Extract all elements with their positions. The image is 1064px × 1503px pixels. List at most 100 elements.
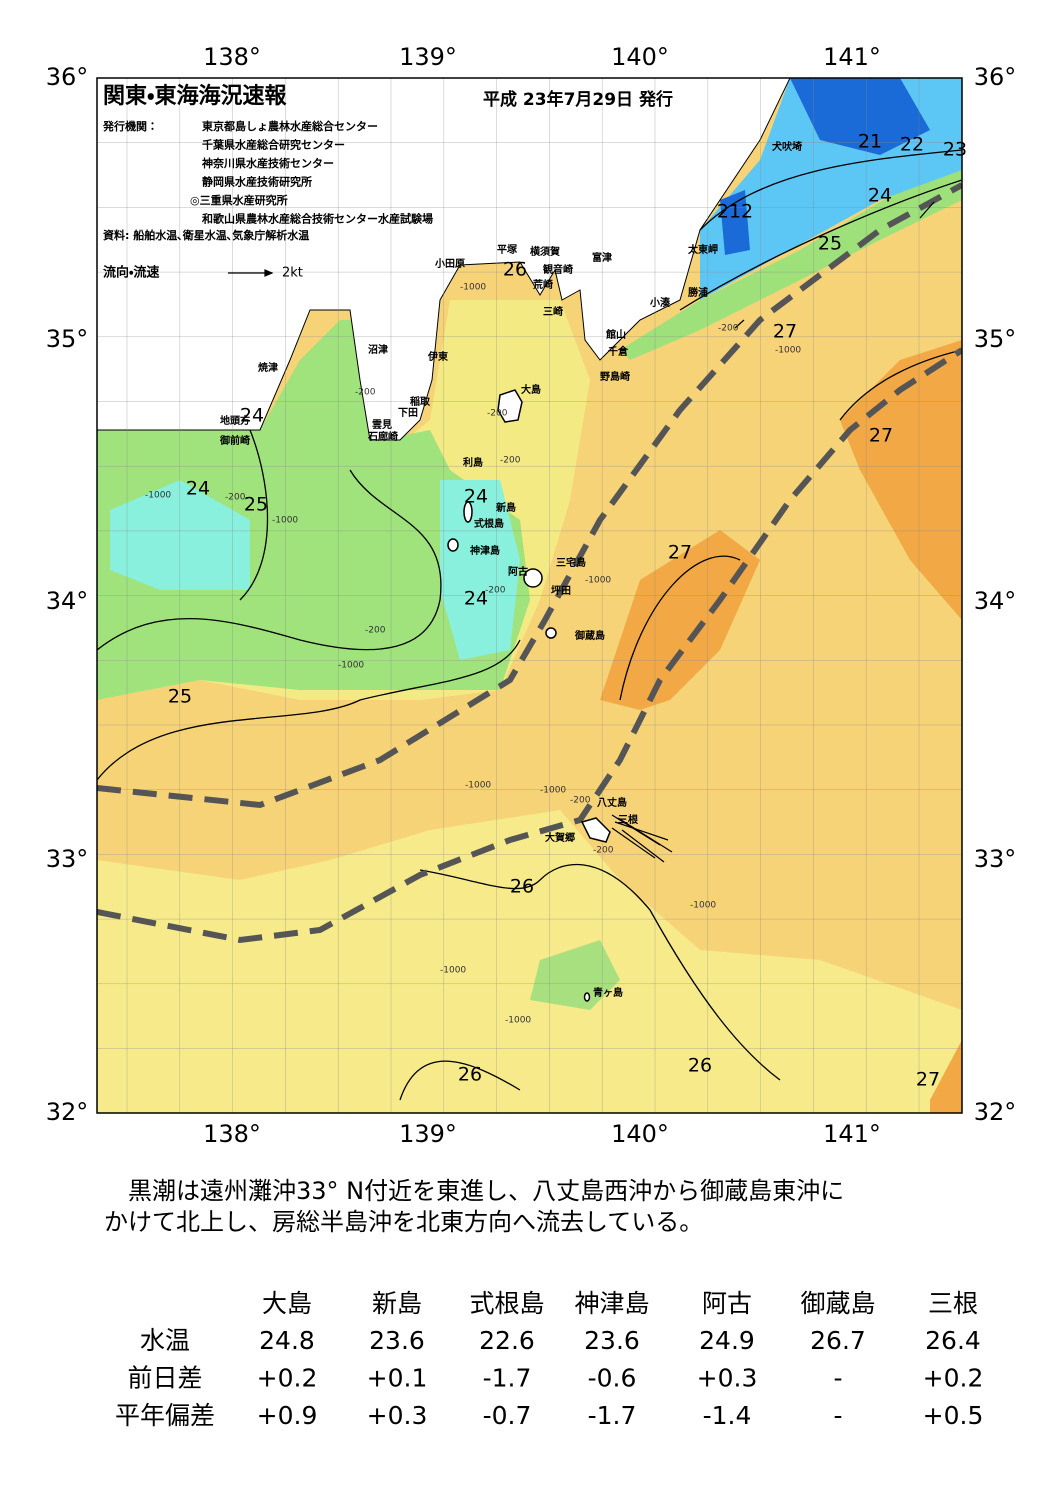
table-header: 大島	[262, 1289, 312, 1318]
contour	[419, 863, 781, 1081]
place-name: 犬吠埼	[772, 140, 802, 153]
table-cell: 22.6	[479, 1326, 535, 1355]
contour-label: 26	[503, 259, 527, 281]
lon-label: 138°	[203, 1120, 261, 1148]
place-name: 野島崎	[600, 370, 630, 383]
lat-label: 36°	[974, 63, 1017, 91]
depth-label: -1000	[690, 901, 716, 911]
lon-label: 139°	[399, 43, 457, 71]
sea-green	[620, 170, 962, 360]
depth-label: -1000	[465, 781, 491, 791]
lat-label: 33°	[46, 845, 89, 873]
publisher: 東京都島しょ農林水産総合センター	[202, 119, 378, 133]
publisher: 神奈川県水産技術センター	[201, 156, 334, 170]
place-name: 御蔵島	[574, 629, 605, 642]
lon-label: 140°	[611, 43, 669, 71]
place-name: 青ヶ島	[593, 986, 623, 999]
place-name: 坪田	[551, 584, 571, 597]
table-cell: 26.7	[810, 1326, 866, 1355]
island	[583, 992, 591, 1002]
contour-label: 25	[168, 686, 192, 708]
depth-label: -1000	[775, 346, 801, 356]
place-name: 三宅島	[556, 556, 586, 569]
lat-label: 34°	[974, 587, 1017, 615]
place-name: 神津島	[469, 544, 500, 557]
sea-cyan	[440, 480, 520, 660]
table-cell: +0.2	[923, 1364, 984, 1393]
depth-label: -1000	[272, 516, 298, 526]
source: 資料: 船舶水温､衛星水温､気象庁解析水温	[103, 228, 309, 242]
contour	[97, 639, 521, 781]
table-cell: -1.4	[703, 1401, 752, 1430]
contour-label: 21	[858, 131, 882, 153]
place-name: 沼津	[368, 343, 388, 356]
depth-label: -200	[485, 586, 506, 596]
sea-orange	[600, 530, 760, 710]
islands	[447, 389, 611, 1002]
island	[463, 501, 473, 523]
place-name: 利島	[463, 456, 483, 469]
lat-label: 35°	[46, 325, 89, 353]
table-cell: +0.1	[367, 1364, 428, 1393]
issue-date: 平成 23年7月29日 発行	[483, 89, 673, 110]
lon-label: 141°	[823, 1120, 881, 1148]
place-name: 稲取	[410, 395, 431, 408]
title: 関東・東海海況速報	[103, 83, 287, 109]
lat-label: 36°	[46, 63, 89, 91]
contour-label: 27	[668, 542, 692, 564]
place-name: 大島	[521, 383, 541, 396]
lon-label: 141°	[823, 43, 881, 71]
table-header: 新島	[372, 1289, 422, 1318]
map-fills	[97, 78, 962, 1113]
depth-label: -1000	[585, 576, 611, 586]
place-name: 館山	[605, 328, 626, 341]
lat-label: 32°	[46, 1098, 89, 1126]
place-name: 富津	[592, 251, 612, 264]
place-name: 雲見	[372, 419, 392, 431]
table-cell: +0.3	[697, 1364, 758, 1393]
place-name: 伊東	[427, 350, 448, 363]
table-cell: +0.5	[923, 1401, 984, 1430]
legend-scale: 2kt	[282, 266, 303, 281]
contour-label: 212	[717, 201, 753, 223]
contour-label: 27	[869, 425, 893, 447]
contour-label: 24	[186, 478, 210, 500]
lon-label: 139°	[399, 1120, 457, 1148]
table-cell: -1.7	[483, 1364, 532, 1393]
place-name: 阿古	[508, 565, 528, 578]
place-name: 平塚	[497, 243, 518, 256]
table-cell: 26.4	[925, 1326, 981, 1355]
place-name: 御前崎	[219, 434, 250, 447]
depth-label: -200	[365, 626, 386, 636]
contour-label: 24	[464, 588, 488, 610]
kuroshio-line	[97, 347, 962, 944]
depth-label: -200	[570, 796, 591, 806]
publisher-label: 発行機関：	[102, 119, 158, 133]
table-cell: 23.6	[369, 1326, 425, 1355]
depth-label: -1000	[338, 661, 364, 671]
island	[580, 817, 611, 843]
arrow	[919, 201, 935, 219]
depth-label: -1000	[145, 491, 171, 501]
place-name: 八丈島	[597, 796, 627, 809]
contour-label: 25	[244, 494, 268, 516]
row-label: 水温	[140, 1326, 190, 1355]
place-name: 荒崎	[532, 278, 553, 291]
table-header: 御蔵島	[800, 1289, 875, 1318]
place-name: 千倉	[608, 345, 629, 358]
table-cell: 24.9	[699, 1326, 755, 1355]
place-name: 地頭方	[220, 414, 250, 427]
depth-label: -1000	[460, 283, 486, 293]
depth-label: -1000	[540, 786, 566, 796]
contour-label: 24	[868, 185, 892, 207]
arrow	[611, 827, 656, 859]
depth-label: -200	[593, 846, 614, 856]
contour-label: 24	[464, 486, 488, 508]
contour-label: 23	[943, 139, 967, 161]
sea-green	[97, 320, 530, 700]
table-cell: +0.2	[257, 1364, 318, 1393]
sea-yellow	[97, 810, 962, 1113]
place-name: 三根	[618, 813, 639, 826]
contour-label: 26	[688, 1055, 712, 1077]
